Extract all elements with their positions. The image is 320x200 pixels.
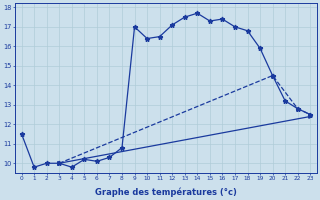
X-axis label: Graphe des températures (°c): Graphe des températures (°c) — [95, 187, 237, 197]
